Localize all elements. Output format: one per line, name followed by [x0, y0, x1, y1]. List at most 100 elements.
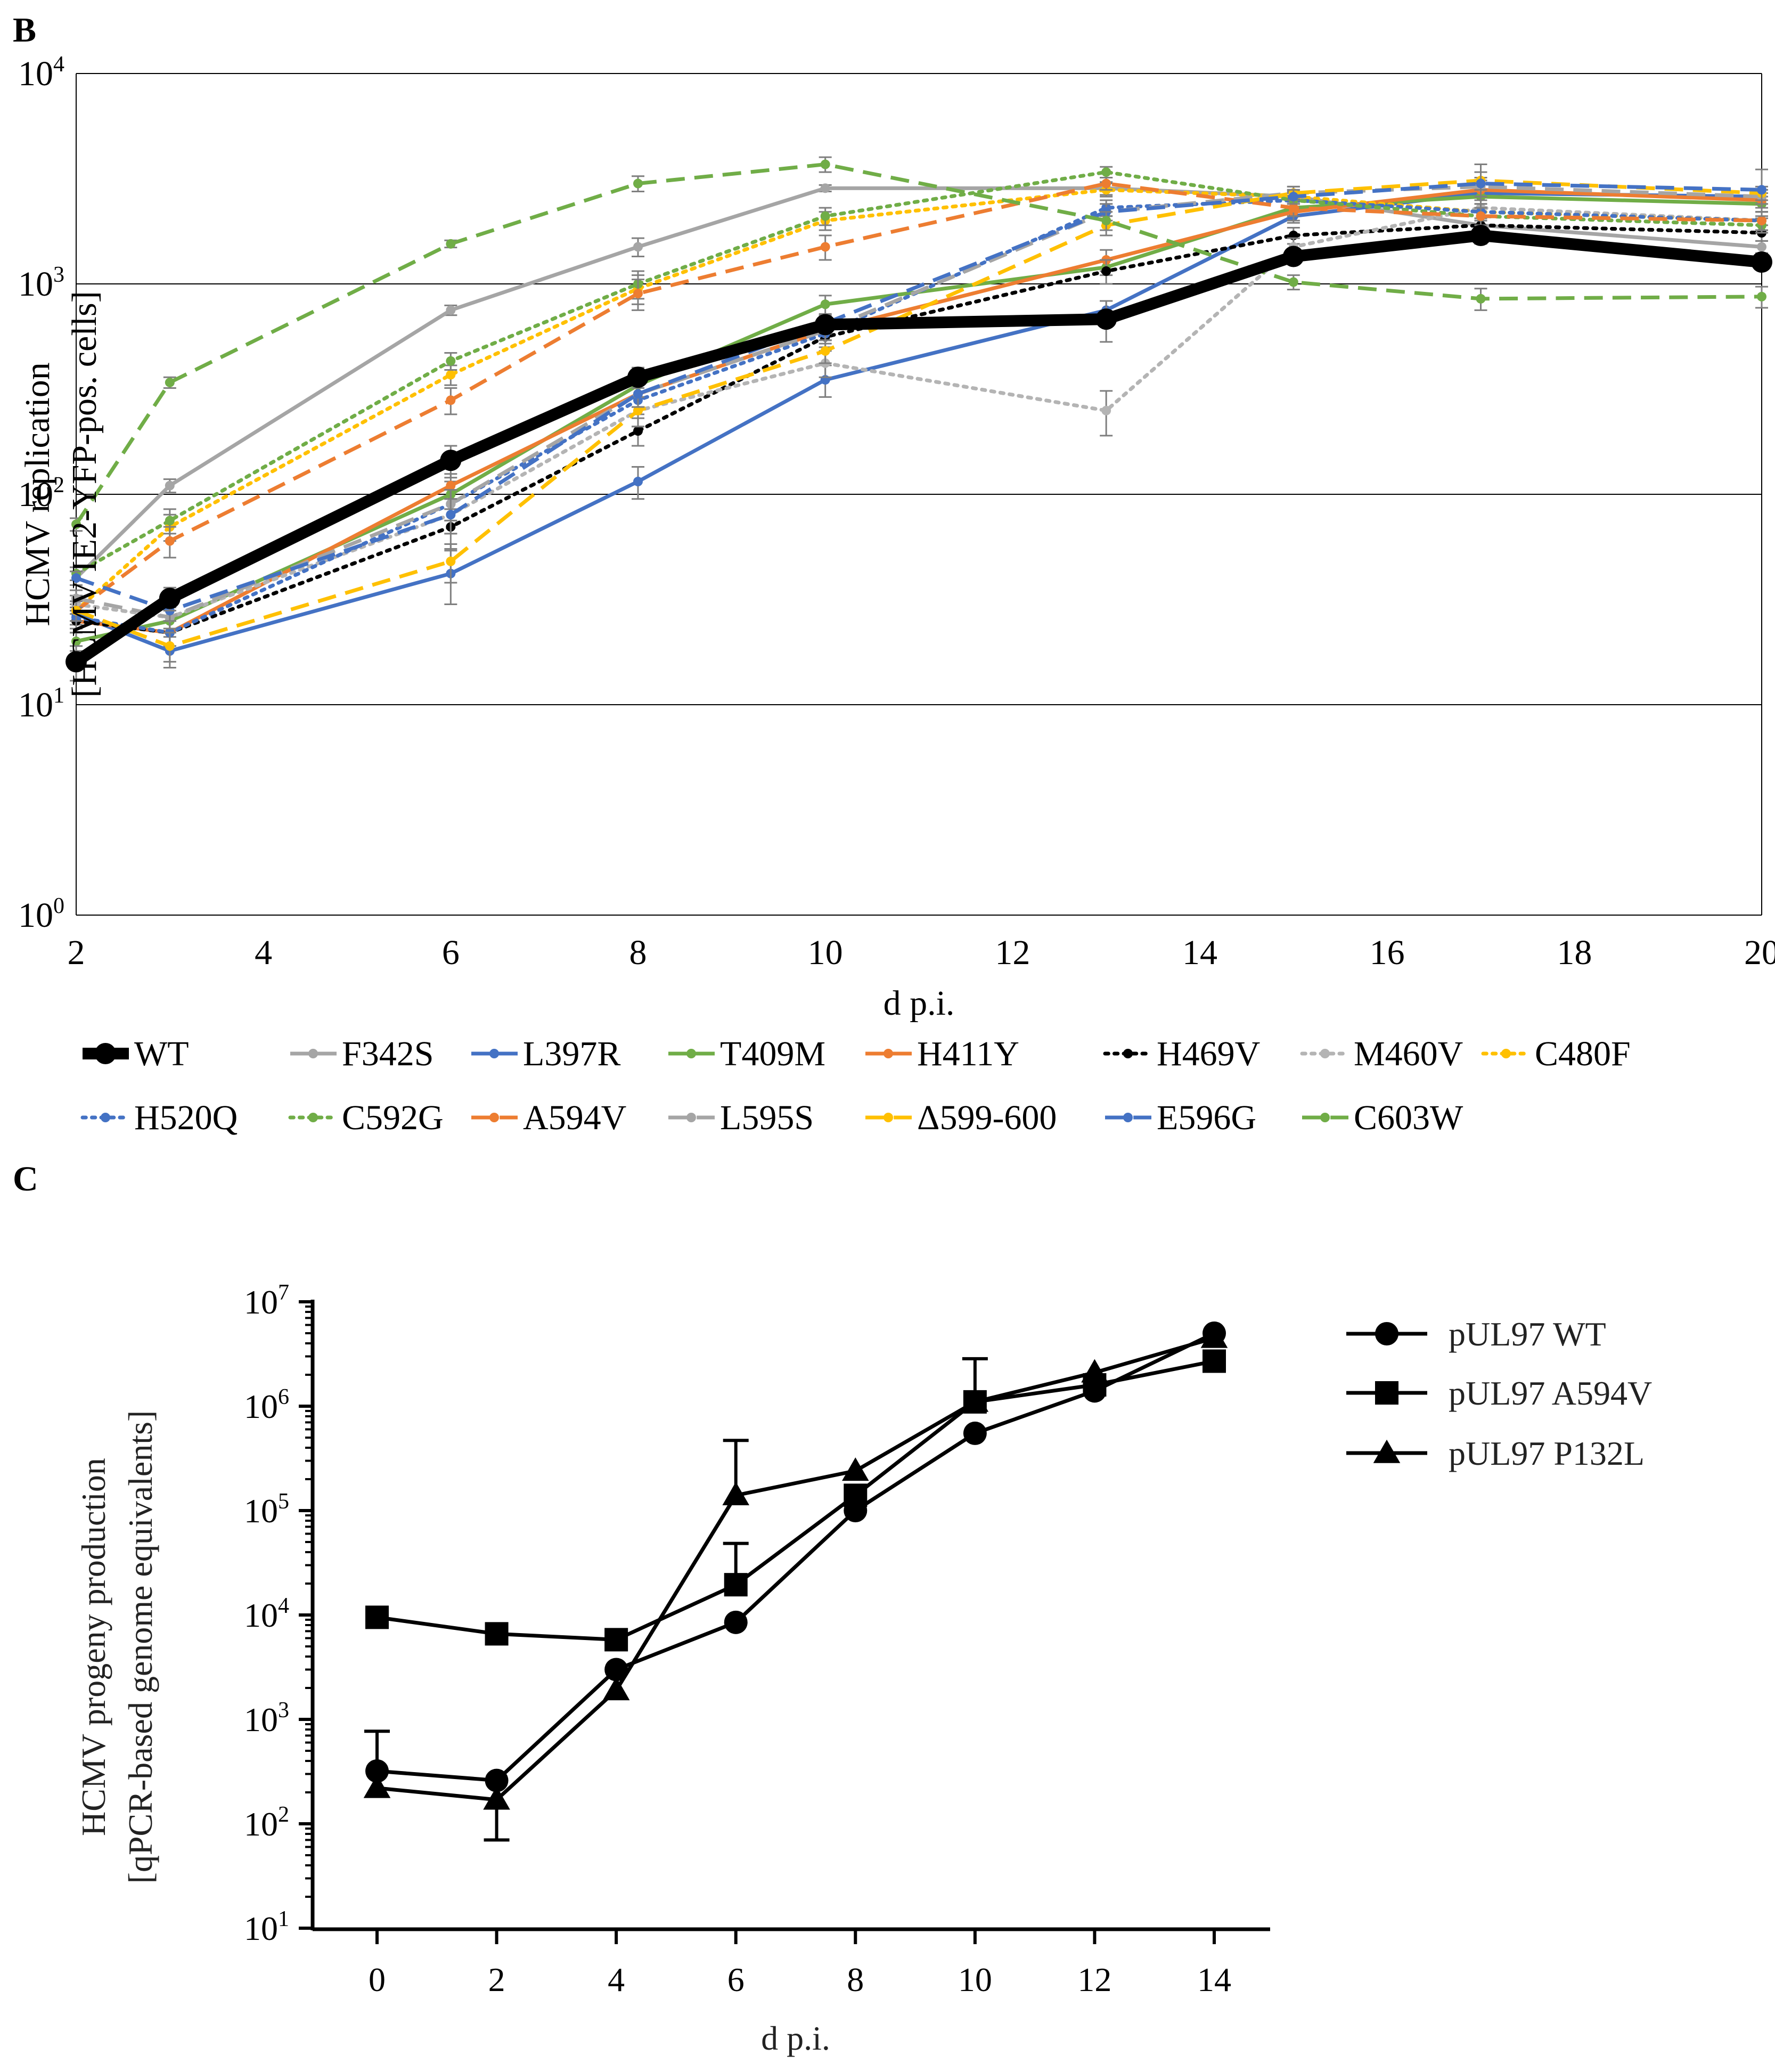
legend-marker-wt	[95, 1043, 116, 1064]
legend-marker-c592g	[308, 1113, 318, 1122]
point-f342s	[446, 305, 456, 315]
point-pul97-wt	[724, 1610, 748, 1634]
point-pul97-a594v	[1203, 1349, 1226, 1373]
point-599-600	[820, 346, 830, 356]
point-wt	[1751, 251, 1772, 273]
panel-c-y-tick-label-10e3: 103	[244, 1698, 289, 1739]
panel-c-x-tick-labels: 0 2 4 6 8 10 12 14	[369, 1961, 1231, 1998]
point-c592g	[165, 516, 175, 526]
legend-label-m460v: M460V	[1354, 1034, 1463, 1073]
x-tick-label-14: 14	[1182, 933, 1217, 972]
point-c480f	[446, 370, 456, 380]
point-pul97-p132l	[483, 1786, 510, 1810]
point-c603w	[1757, 291, 1766, 301]
point-e596g	[1757, 185, 1766, 195]
legend-label-pul97-wt: pUL97 WT	[1449, 1315, 1606, 1353]
panel-c-y-tick-label-10e1-base: 10	[244, 1910, 278, 1947]
y-tick-label-10e0: 100	[18, 894, 64, 935]
panel-c-y-axis-title: HCMV progeny production	[75, 1458, 112, 1836]
series-pul97-p132l	[363, 1324, 1228, 1842]
y-tick-label-10e1-exponent: 1	[53, 683, 64, 708]
legend-marker-h411y	[884, 1049, 893, 1058]
x-tick-label-2: 2	[68, 933, 85, 972]
point-pul97-a594v	[844, 1483, 868, 1507]
legend-item-pul97-wt: pUL97 WT	[1346, 1315, 1606, 1353]
panel-c-x-tick-label-10: 10	[958, 1961, 992, 1998]
legend-label-c603w: C603W	[1354, 1098, 1463, 1137]
legend-marker-c480f	[1501, 1049, 1511, 1058]
point-pul97-a594v	[365, 1605, 389, 1629]
x-tick-label-16: 16	[1370, 933, 1405, 972]
point-f342s	[1757, 242, 1766, 252]
point-c603w	[71, 519, 81, 529]
panel-c-x-tick-label-8: 8	[847, 1961, 864, 1998]
point-e596g	[633, 389, 643, 399]
point-c592g	[446, 356, 456, 366]
panel-c-x-tick-label-14: 14	[1197, 1961, 1231, 1998]
panel-c-y-tick-label-10e4: 104	[244, 1594, 289, 1634]
panel-c-series	[363, 1321, 1228, 1842]
panel-c-y-tick-label-10e6: 106	[244, 1385, 289, 1425]
y-tick-label-10e3: 103	[18, 263, 64, 304]
point-a594v	[1288, 203, 1298, 213]
point-c592g	[1101, 167, 1111, 177]
point-wt	[1282, 246, 1304, 267]
y-tick-label-10e3-base: 10	[18, 265, 53, 304]
point-c603w	[1288, 277, 1298, 287]
y-tick-label-10e0-base: 10	[18, 896, 53, 935]
point-c592g	[820, 211, 830, 221]
legend-label-pul97-p132l: pUL97 P132L	[1449, 1434, 1645, 1472]
legend-item-h469v: H469V	[1103, 1034, 1260, 1073]
point-pul97-p132l	[363, 1774, 391, 1798]
legend-marker-l595s	[686, 1113, 696, 1122]
point-f342s	[633, 242, 643, 252]
point-e596g	[1288, 192, 1298, 202]
point-pul97-p132l	[961, 1388, 989, 1412]
panel-c-y-tick-label-10e5-base: 10	[244, 1492, 278, 1530]
panel-c-x-tick-label-6: 6	[727, 1961, 745, 1998]
point-pul97-a594v	[485, 1622, 509, 1646]
legend-label-t409m: T409M	[720, 1034, 825, 1073]
panel-c-y-tick-label-10e2: 102	[244, 1802, 289, 1843]
legend-item-c592g: C592G	[288, 1098, 444, 1137]
legend-marker-m460v	[1320, 1049, 1330, 1058]
y-tick-label-10e2: 102	[18, 473, 64, 514]
point-a594v	[165, 536, 175, 546]
panel-b-series	[66, 156, 1772, 682]
legend-marker-h469v	[1123, 1049, 1133, 1058]
point-a594v	[1476, 211, 1486, 221]
point-h469v	[1101, 266, 1111, 276]
legend-label-f342s: F342S	[342, 1034, 433, 1073]
legend-item-599-600: Δ599-600	[865, 1098, 1057, 1137]
legend-label-599-600: Δ599-600	[917, 1098, 1057, 1137]
legend-label-h520q: H520Q	[134, 1098, 238, 1137]
point-e596g	[71, 573, 81, 583]
panel-c-x-tick-label-2: 2	[488, 1961, 505, 1998]
panel-b-y-axis-title: HCMV replication	[18, 362, 57, 626]
line-e596g	[75, 182, 1762, 613]
series-c603w	[70, 156, 1768, 532]
legend-item-t409m: T409M	[668, 1034, 825, 1073]
x-tick-label-4: 4	[255, 933, 272, 972]
panel-c-y-tick-label-10e1: 101	[244, 1907, 289, 1947]
legend-label-l595s: L595S	[720, 1098, 814, 1137]
point-599-600	[446, 556, 456, 566]
x-tick-label-8: 8	[629, 933, 647, 972]
point-599-600	[165, 641, 175, 651]
point-h469v	[633, 426, 643, 436]
panel-c-y-tick-label-10e5: 105	[244, 1489, 289, 1530]
legend-item-f342s: F342S	[290, 1034, 433, 1073]
point-pul97-wt	[365, 1759, 389, 1783]
point-599-600	[71, 606, 81, 616]
point-pul97-wt	[963, 1421, 987, 1445]
point-pul97-p132l	[1200, 1324, 1228, 1348]
x-tick-label-6: 6	[442, 933, 460, 972]
x-tick-label-18: 18	[1557, 933, 1592, 972]
panel-b-label: B	[13, 11, 36, 50]
point-m460v	[1101, 405, 1111, 415]
legend-item-h411y: H411Y	[865, 1034, 1019, 1073]
legend-marker-t409m	[686, 1049, 696, 1058]
panel-c-y-tick-label-10e4-base: 10	[244, 1596, 278, 1634]
panel-c-y-tick-label-10e3-exponent: 3	[278, 1698, 289, 1723]
